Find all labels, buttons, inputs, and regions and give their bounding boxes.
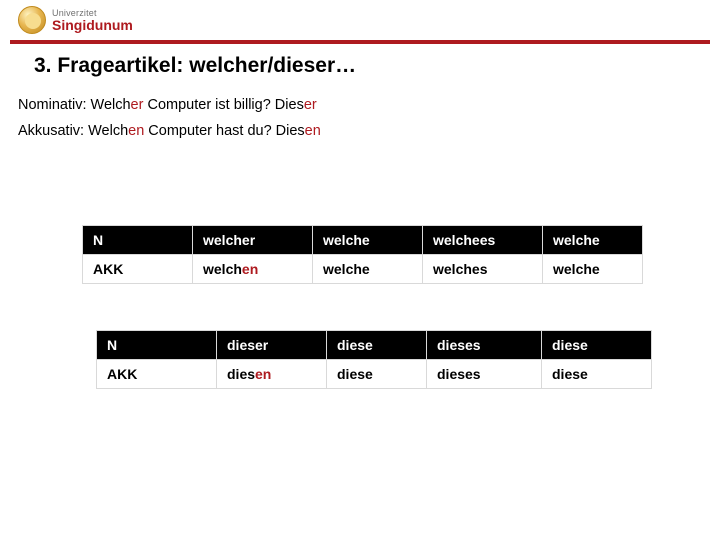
cell: dieser (217, 331, 327, 360)
text: Akkusativ: Welch (18, 123, 128, 139)
brand-logo: Univerzitet Singidunum (18, 6, 133, 34)
brand-name: Singidunum (52, 18, 133, 32)
cell: AKK (97, 360, 217, 389)
ending: en (242, 261, 258, 277)
cell: welche (313, 255, 423, 284)
cell: diese (542, 360, 652, 389)
cell: welches (423, 255, 543, 284)
example-line-1: Nominativ: Welcher Computer ist billig? … (18, 92, 321, 118)
cell: welchen (193, 255, 313, 284)
accent-bar (10, 40, 710, 44)
table-row: AKK welchen welche welches welche (83, 255, 643, 284)
cell: N (83, 226, 193, 255)
ending: en (255, 366, 271, 382)
ending: er (131, 97, 144, 113)
cell: welcher (193, 226, 313, 255)
table-row: AKK diesen diese dieses diese (97, 360, 652, 389)
cell: AKK (83, 255, 193, 284)
example-sentences: Nominativ: Welcher Computer ist billig? … (18, 92, 321, 144)
cell: diese (327, 360, 427, 389)
example-line-2: Akkusativ: Welchen Computer hast du? Die… (18, 118, 321, 144)
ending: en (305, 123, 321, 139)
cell: N (97, 331, 217, 360)
cell: welche (313, 226, 423, 255)
cell: welche (543, 255, 643, 284)
cell: welche (543, 226, 643, 255)
text: Computer hast du? Dies (144, 123, 304, 139)
table-welcher: N welcher welche welchees welche AKK wel… (82, 225, 643, 284)
medal-icon (18, 6, 46, 34)
cell: diese (327, 331, 427, 360)
stem: dies (227, 366, 255, 382)
page-title: 3. Frageartikel: welcher/dieser… (34, 54, 356, 78)
ending: en (128, 123, 144, 139)
text: Computer ist billig? Dies (143, 97, 303, 113)
slide: Univerzitet Singidunum 3. Frageartikel: … (0, 0, 720, 540)
cell: dieses (427, 360, 542, 389)
brand-text: Univerzitet Singidunum (52, 9, 133, 32)
cell: dieses (427, 331, 542, 360)
ending: er (304, 97, 317, 113)
table-dieser: N dieser diese dieses diese AKK diesen d… (96, 330, 652, 389)
cell: welchees (423, 226, 543, 255)
stem: welch (203, 261, 242, 277)
cell: diesen (217, 360, 327, 389)
cell: diese (542, 331, 652, 360)
text: Nominativ: Welch (18, 97, 131, 113)
table-row: N welcher welche welchees welche (83, 226, 643, 255)
table-row: N dieser diese dieses diese (97, 331, 652, 360)
